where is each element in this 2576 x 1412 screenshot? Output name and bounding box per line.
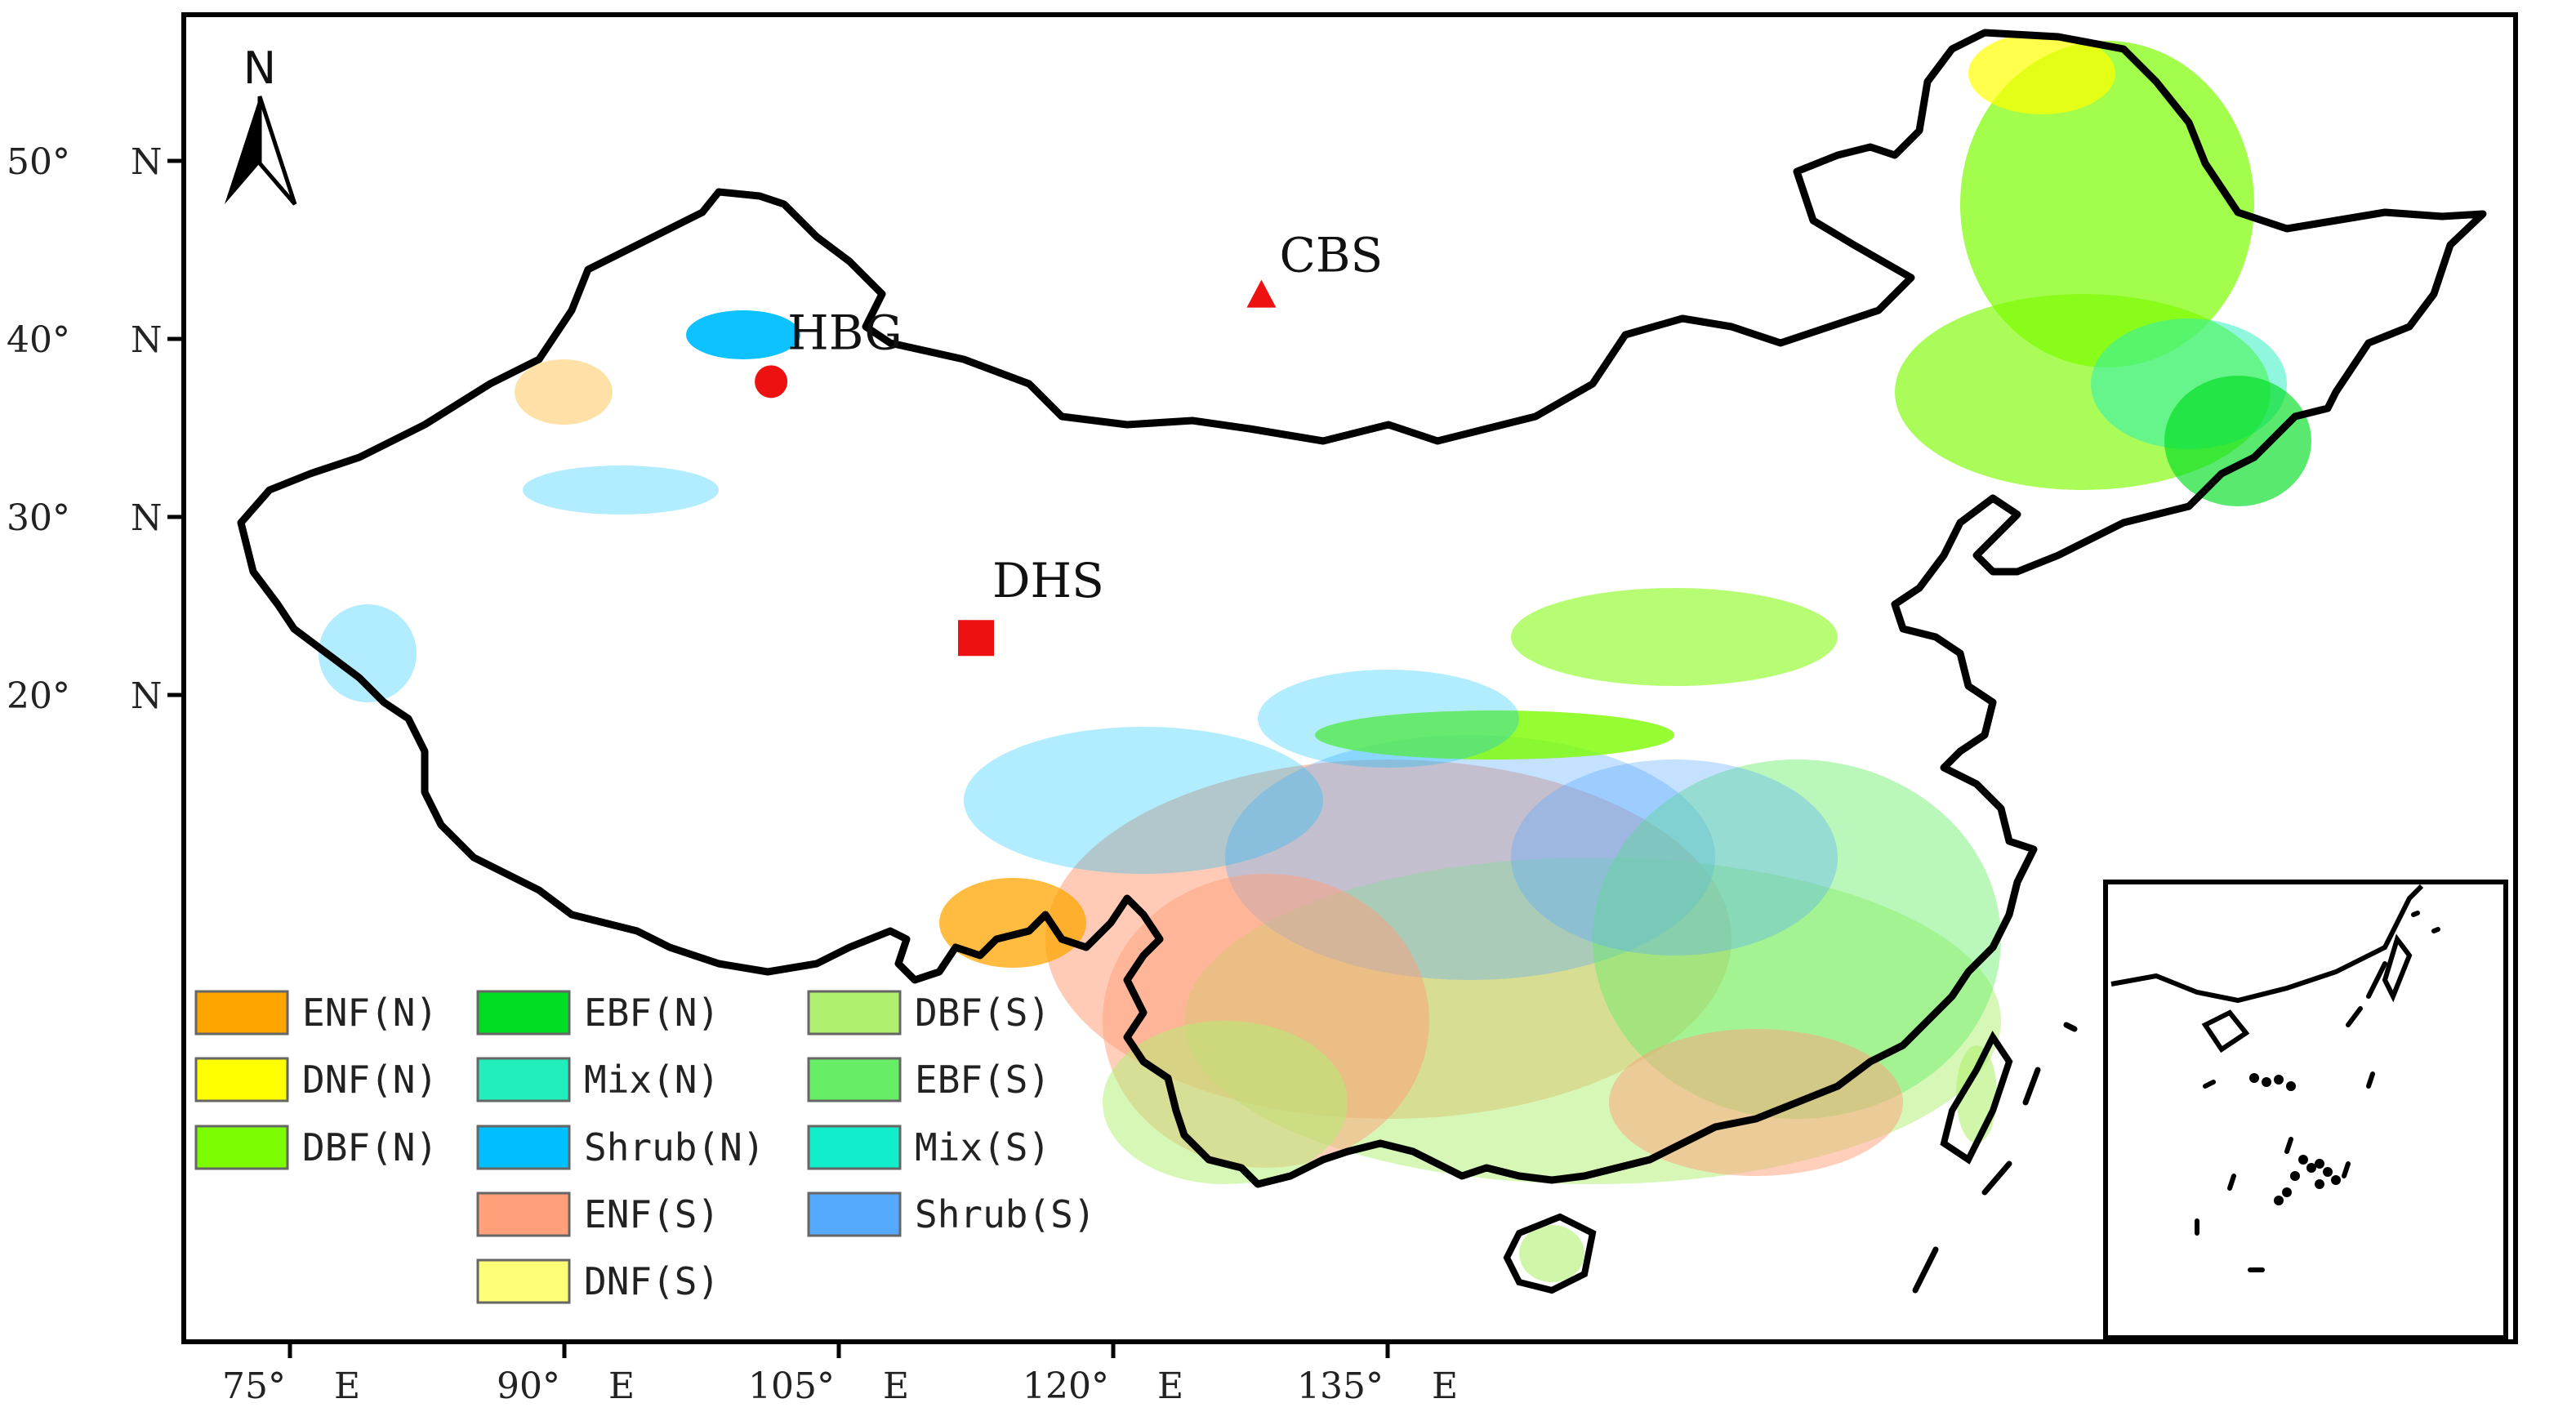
land-cover-patch bbox=[1258, 670, 1519, 768]
inset-island bbox=[2315, 1179, 2324, 1189]
lat-label-dir: N bbox=[131, 497, 163, 539]
inset-island bbox=[2286, 1081, 2296, 1091]
lon-label-deg: 120° bbox=[1023, 1365, 1109, 1407]
land-cover-patch bbox=[1968, 33, 2115, 114]
lat-label-deg: 30° bbox=[7, 497, 70, 539]
land-cover-patch bbox=[1593, 759, 2001, 1119]
site-label-hbg: HBG bbox=[787, 305, 902, 360]
legend-label: Shrub(S) bbox=[915, 1192, 1096, 1236]
lon-label-dir: E bbox=[883, 1365, 909, 1407]
lat-label-deg: 40° bbox=[7, 319, 70, 361]
legend-swatch bbox=[476, 990, 571, 1036]
legend-label: EBF(S) bbox=[915, 1058, 1050, 1102]
site-cbs-triangle-marker[interactable] bbox=[1246, 279, 1277, 308]
inset-island bbox=[2249, 1073, 2259, 1083]
inset-island bbox=[2331, 1175, 2341, 1185]
legend-swatch bbox=[807, 1192, 902, 1237]
north-arrow-label: N bbox=[243, 42, 276, 94]
south-china-sea-inset bbox=[2103, 880, 2508, 1340]
lon-label-deg: 90° bbox=[497, 1365, 560, 1407]
lat-label-deg: 50° bbox=[7, 141, 70, 183]
north-arrow: N bbox=[225, 42, 297, 206]
land-cover-patch bbox=[939, 878, 1086, 968]
land-cover-patch bbox=[1511, 759, 1838, 955]
inset-island bbox=[2274, 1075, 2284, 1085]
lon-label-deg: 135° bbox=[1297, 1365, 1384, 1407]
taiwan-outline bbox=[1940, 1031, 2013, 1165]
land-cover-patch bbox=[964, 727, 1323, 874]
lon-label-dir: E bbox=[1432, 1365, 1458, 1407]
legend-swatch bbox=[476, 1258, 571, 1304]
lon-label-dir: E bbox=[334, 1365, 360, 1407]
china-boundary bbox=[237, 29, 2487, 1188]
inset-island bbox=[2282, 1187, 2292, 1197]
north-arrow-right-half bbox=[257, 96, 297, 206]
land-cover bbox=[319, 33, 2311, 1282]
legend-label: EBF(N) bbox=[584, 991, 720, 1035]
lat-label-dir: N bbox=[131, 141, 163, 183]
legend-label: ENF(N) bbox=[302, 991, 438, 1035]
legend-swatch bbox=[807, 1057, 902, 1102]
legend-label: ENF(S) bbox=[584, 1192, 720, 1236]
inset-island bbox=[2290, 1171, 2300, 1181]
legend-swatch bbox=[807, 1125, 902, 1170]
land-cover-patch bbox=[2164, 376, 2311, 506]
axis-ticks bbox=[167, 158, 1390, 1358]
legend: ENF(N) DNF(N) DBF(N) EBF(N) Mix(N) Shrub(N) EN… bbox=[194, 990, 1096, 1304]
lat-label-dir: N bbox=[131, 675, 163, 717]
land-cover-patch bbox=[1315, 710, 1674, 759]
land-cover-patch bbox=[686, 310, 800, 359]
legend-label: Shrub(N) bbox=[584, 1125, 765, 1169]
site-dhs-square-marker[interactable] bbox=[958, 620, 994, 657]
inset-island bbox=[2323, 1167, 2333, 1177]
site-hbg-circle-marker[interactable] bbox=[755, 365, 788, 399]
land-cover-patch bbox=[523, 465, 719, 514]
legend-label: DNF(N) bbox=[302, 1058, 438, 1102]
legend-label: DBF(N) bbox=[302, 1125, 438, 1169]
legend-label: DBF(S) bbox=[915, 991, 1050, 1035]
lon-label-deg: 105° bbox=[748, 1365, 835, 1407]
inset-island bbox=[2298, 1155, 2308, 1165]
land-cover-patch bbox=[319, 604, 417, 702]
site-label-dhs: DHS bbox=[992, 553, 1104, 608]
longitude-labels: 75° E 90° E 105° E 120° E 135° E bbox=[222, 1365, 1458, 1407]
hainan-outline bbox=[1503, 1213, 1597, 1294]
lat-label-dir: N bbox=[131, 319, 163, 361]
legend-swatch bbox=[194, 1125, 289, 1170]
lon-label-dir: E bbox=[608, 1365, 635, 1407]
site-label-cbs: CBS bbox=[1279, 228, 1383, 283]
land-cover-patch bbox=[1519, 1225, 1584, 1282]
legend-swatch bbox=[194, 1057, 289, 1102]
inset-island bbox=[2262, 1077, 2271, 1087]
land-cover-patch bbox=[1511, 588, 1838, 686]
legend-swatch bbox=[476, 1125, 571, 1170]
site-markers: HBG CBS DHS bbox=[755, 228, 1383, 657]
inset-island bbox=[2274, 1196, 2284, 1205]
latitude-labels: 50° N 40° N 30° N 20° N bbox=[7, 141, 163, 717]
lon-label-deg: 75° bbox=[222, 1365, 286, 1407]
legend-swatch bbox=[476, 1192, 571, 1237]
inset-island bbox=[2306, 1163, 2316, 1173]
lon-label-dir: E bbox=[1157, 1365, 1183, 1407]
legend-label: Mix(S) bbox=[915, 1125, 1050, 1169]
land-cover-patch bbox=[1960, 41, 2254, 367]
land-cover-patch bbox=[1103, 1021, 1348, 1184]
lat-label-deg: 20° bbox=[7, 675, 70, 717]
legend-swatch bbox=[194, 990, 289, 1036]
legend-swatch bbox=[476, 1057, 571, 1102]
legend-swatch bbox=[807, 990, 902, 1036]
land-cover-patch bbox=[515, 359, 613, 425]
legend-label: DNF(S) bbox=[584, 1259, 720, 1303]
inset-island bbox=[2315, 1159, 2324, 1169]
legend-label: Mix(N) bbox=[584, 1058, 720, 1102]
north-arrow-left-half bbox=[225, 96, 260, 204]
